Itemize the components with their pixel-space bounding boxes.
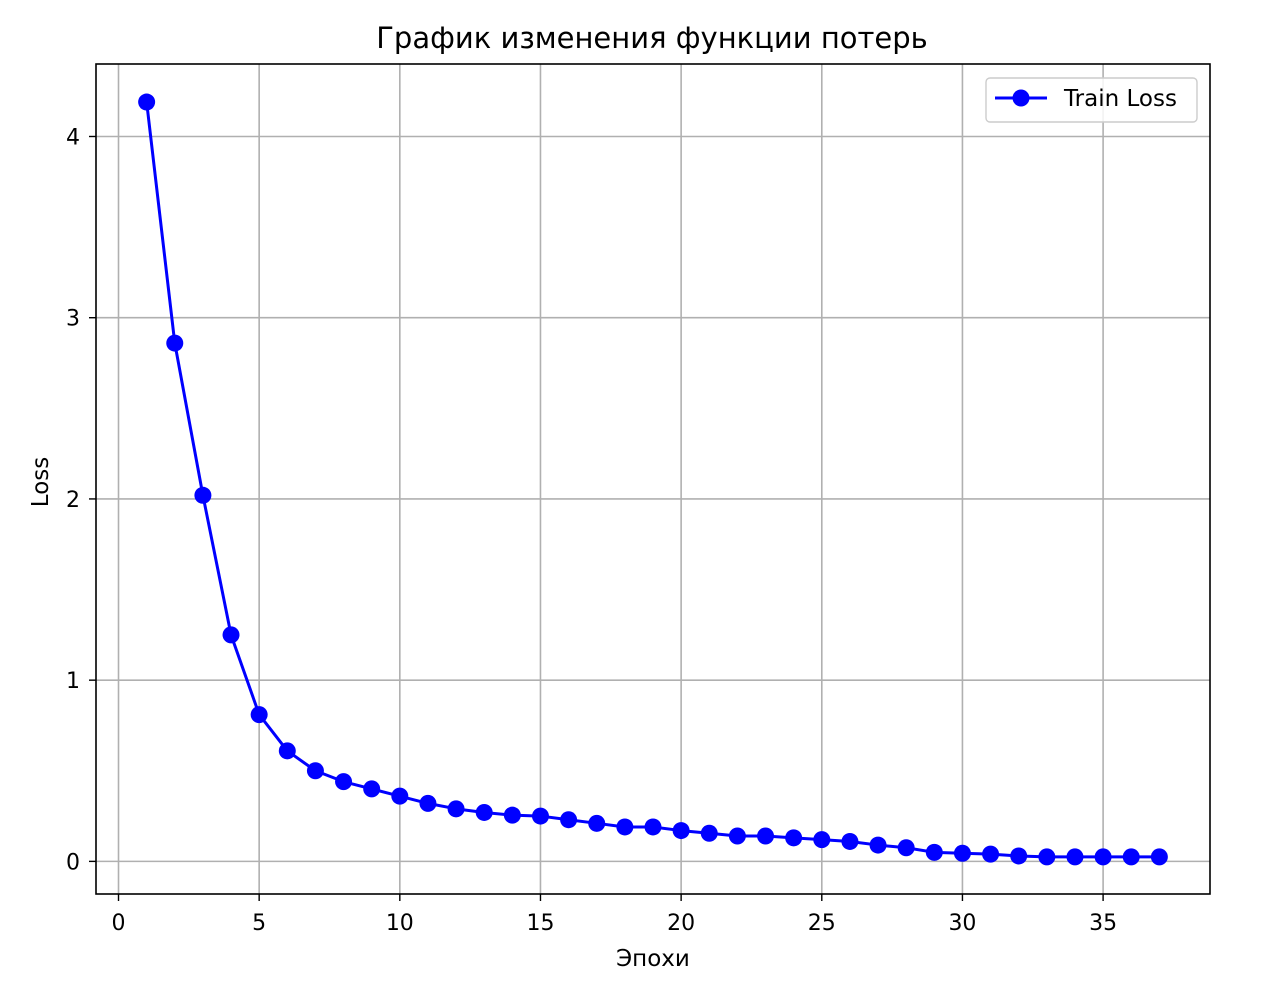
- data-point: [419, 794, 437, 812]
- legend-box: [985, 77, 1198, 123]
- x-tick-label: 10: [386, 911, 414, 936]
- data-point: [953, 844, 971, 862]
- x-tick-label: 20: [667, 911, 695, 936]
- data-point: [869, 836, 887, 854]
- x-tick-label: 5: [252, 911, 266, 936]
- y-tick-label: 0: [66, 850, 80, 875]
- data-point: [897, 839, 915, 857]
- x-tick-label: 30: [948, 911, 976, 936]
- x-tick-label: 25: [808, 911, 836, 936]
- data-point: [363, 780, 381, 798]
- data-point: [1094, 848, 1112, 866]
- data-point: [1066, 848, 1084, 866]
- data-point: [138, 93, 156, 111]
- y-tick-label: 4: [66, 125, 80, 150]
- data-point: [672, 822, 690, 840]
- data-point: [531, 807, 549, 825]
- data-point: [841, 832, 859, 850]
- data-point: [616, 818, 634, 836]
- x-axis-ticks: 0 5 10 15 20 25 30 35: [112, 894, 1117, 936]
- series-line: [145, 101, 1160, 859]
- y-tick-label: 2: [66, 488, 80, 513]
- data-point: [278, 742, 296, 760]
- data-point: [982, 845, 1000, 863]
- y-axis-ticks: 0 1 2 3 4: [66, 125, 96, 875]
- data-point: [194, 486, 212, 504]
- legend-marker-swatch: [1012, 89, 1030, 107]
- data-point: [757, 827, 775, 845]
- legend: Train Loss: [985, 77, 1198, 123]
- y-tick-label: 3: [66, 307, 80, 332]
- x-axis-label: Эпохи: [616, 946, 690, 972]
- grid-lines: [96, 64, 1210, 894]
- data-point: [475, 803, 493, 821]
- data-point: [700, 824, 718, 842]
- legend-entry-train-loss: Train Loss: [1063, 86, 1177, 112]
- data-point: [1122, 848, 1140, 866]
- data-point: [588, 814, 606, 832]
- y-axis-label: Loss: [28, 457, 54, 507]
- data-point: [222, 626, 240, 644]
- x-tick-label: 15: [526, 911, 554, 936]
- data-point: [560, 811, 578, 829]
- x-tick-label: 0: [112, 911, 126, 936]
- data-point: [306, 762, 324, 780]
- data-point: [335, 773, 353, 791]
- data-point: [447, 800, 465, 818]
- x-tick-label: 35: [1089, 911, 1117, 936]
- data-point: [728, 827, 746, 845]
- chart-title: График изменения функции потерь: [376, 21, 928, 55]
- data-point: [925, 843, 943, 861]
- data-point: [785, 829, 803, 847]
- data-point: [1038, 848, 1056, 866]
- data-point: [1150, 848, 1168, 866]
- data-point: [250, 706, 268, 724]
- data-point: [813, 831, 831, 849]
- data-point: [166, 334, 184, 352]
- data-point: [391, 787, 409, 805]
- series-train-loss: [138, 93, 1168, 866]
- data-point: [1010, 847, 1028, 865]
- data-point: [503, 806, 521, 824]
- y-tick-label: 1: [66, 669, 80, 694]
- plot-area-frame: [95, 63, 1211, 895]
- data-point: [644, 818, 662, 836]
